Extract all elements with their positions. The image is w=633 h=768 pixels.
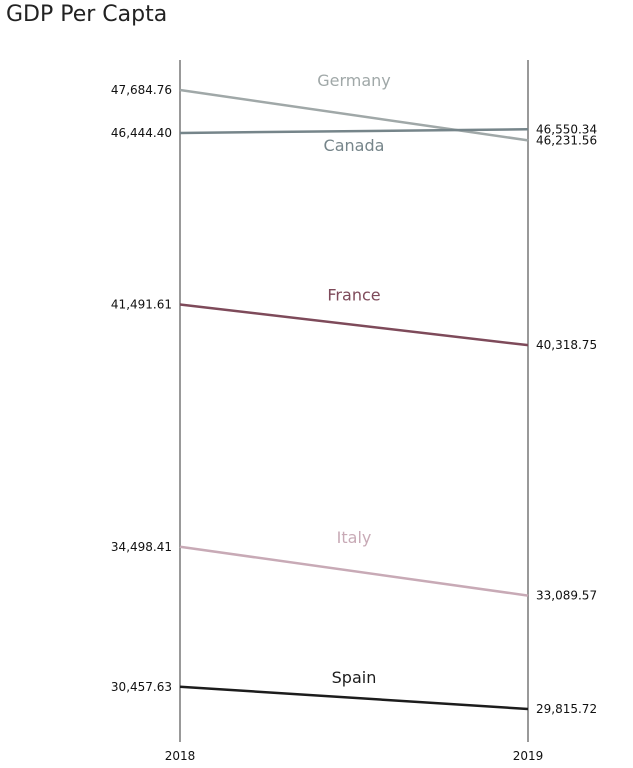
data-label-2019: 46,231.56 [536,133,597,147]
series-line [179,545,529,597]
series-line [179,303,529,347]
series-name-label: France [327,286,380,305]
x-tick-label: 2018 [165,749,196,763]
data-label-2018: 47,684.76 [111,83,172,97]
data-label-2018: 30,457.63 [111,680,172,694]
data-label-2018: 46,444.40 [111,126,172,140]
series-line [179,88,529,142]
data-label-2019: 46,550.34 [536,122,597,136]
data-label-2019: 29,815.72 [536,702,597,716]
x-tick-label: 2019 [513,749,544,763]
series-name-label: Germany [317,71,391,90]
series-name-label: Canada [324,136,385,155]
data-label-2019: 33,089.57 [536,589,597,603]
series-name-label: Spain [332,668,377,687]
series-line [179,128,529,135]
data-label-2018: 34,498.41 [111,540,172,554]
series-name-label: Italy [337,528,372,547]
data-label-2018: 41,491.61 [111,298,172,312]
data-label-2019: 40,318.75 [536,338,597,352]
series-line [179,685,529,711]
chart-title: GDP Per Capta [6,2,168,27]
